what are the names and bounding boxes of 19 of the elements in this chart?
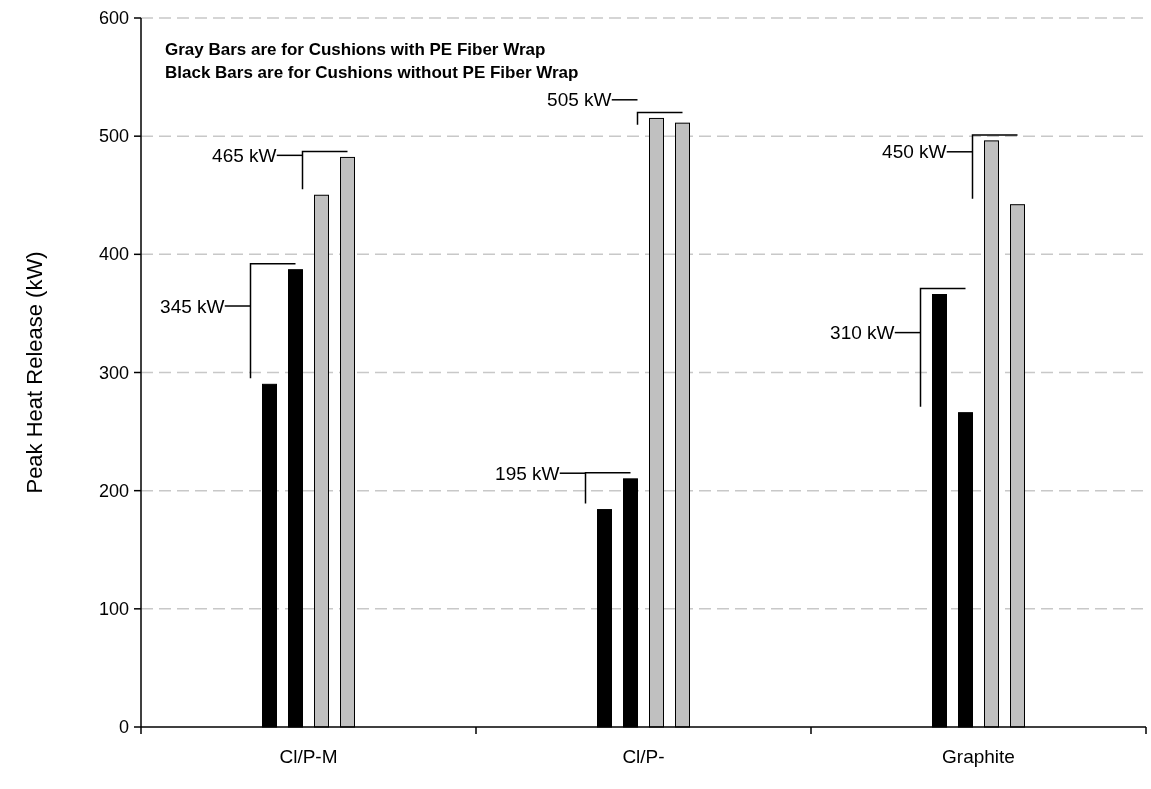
y-tick-label: 100: [98, 598, 129, 619]
y-tick-label: 0: [118, 717, 129, 737]
annotation: 345 kW: [160, 295, 225, 317]
y-tick-label: 400: [98, 244, 129, 265]
x-tick-label: Graphite: [942, 746, 1015, 767]
y-tick-label: 500: [98, 126, 129, 147]
y-tick-label: 300: [98, 362, 129, 383]
y-axis-title: Peak Heat Release (kW): [22, 251, 47, 494]
annotation: 465 kW: [212, 144, 277, 166]
annotation: 505 kW: [547, 89, 612, 111]
x-tick-label: Cl/P-: [622, 746, 665, 767]
annotation: 450 kW: [882, 141, 947, 163]
annotation: 310 kW: [830, 322, 895, 344]
annotation: Gray Bars are for Cushions with PE Fiber Wrap: [165, 40, 546, 59]
y-tick-label: 600: [98, 8, 129, 28]
x-tick-label: Cl/P-M: [279, 746, 338, 767]
annotation: Black Bars are for Cushions without PE Fiber Wrap: [165, 63, 579, 82]
y-tick-label: 200: [98, 480, 129, 501]
annotation: 195 kW: [495, 462, 560, 484]
